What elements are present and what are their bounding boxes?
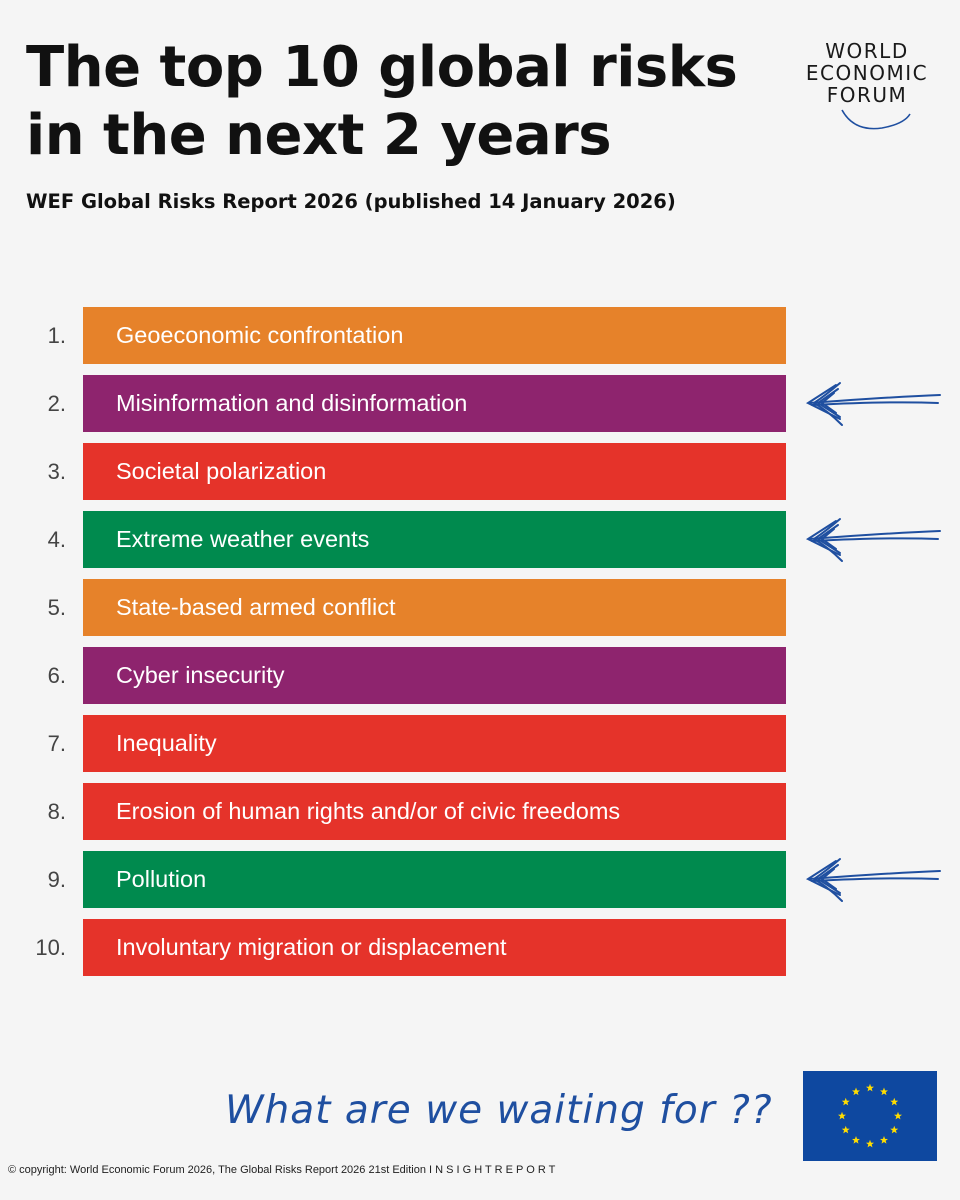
eu-star-icon (880, 1136, 888, 1144)
risk-bar: Geoeconomic confrontation (83, 307, 786, 364)
risk-bar: Pollution (83, 851, 786, 908)
eu-star-icon (866, 1139, 874, 1148)
risk-bar: Misinformation and disinformation (83, 375, 786, 432)
risk-row: 7. Inequality (0, 715, 800, 772)
eu-star-icon (841, 1125, 850, 1134)
eu-star-icon (841, 1097, 850, 1106)
risk-rank: 6. (47, 663, 66, 688)
title-line-2: in the next 2 years (26, 103, 612, 168)
risk-row: 5. State-based armed conflict (0, 579, 800, 636)
title-line-1: The top 10 global risks (26, 35, 738, 100)
eu-star-icon (894, 1111, 902, 1120)
logo-line-2: ECONOMIC (805, 61, 929, 85)
eu-star-icon (890, 1125, 899, 1134)
hand-drawn-arrow-icon (805, 518, 941, 562)
copyright-text: © copyright: World Economic Forum 2026, … (8, 1164, 556, 1176)
risk-row: 1. Geoeconomic confrontation (0, 307, 800, 364)
risk-rank: 5. (47, 595, 66, 620)
logo-line-3: FORUM (826, 83, 908, 107)
risk-row: 4. Extreme weather events (0, 511, 941, 568)
tagline: What are we waiting for ?? (225, 1088, 773, 1133)
risk-rank: 9. (47, 867, 66, 892)
risk-row: 3. Societal polarization (0, 443, 800, 500)
eu-flag-icon (803, 1071, 937, 1161)
risk-bar: Cyber insecurity (83, 647, 786, 704)
eu-star-icon (852, 1087, 860, 1096)
risk-row: 10. Involuntary migration or displacement (0, 919, 800, 976)
page-title: The top 10 global risks in the next 2 ye… (26, 34, 738, 170)
risk-rank: 4. (47, 527, 66, 552)
risk-rank: 8. (47, 799, 66, 824)
risk-rank: 3. (47, 459, 66, 484)
risk-bar: State-based armed conflict (83, 579, 786, 636)
risk-rank: 10. (35, 935, 66, 960)
risk-row: 8. Erosion of human rights and/or of civi… (0, 783, 800, 840)
risk-row: 9. Pollution (0, 851, 941, 908)
hand-drawn-arrow-icon (805, 382, 941, 426)
risk-rank: 2. (47, 391, 66, 416)
eu-star-icon (852, 1136, 860, 1144)
risk-rank: 1. (47, 323, 66, 348)
risk-bar: Societal polarization (83, 443, 786, 500)
risk-bar: Inequality (83, 715, 786, 772)
eu-star-icon (880, 1087, 888, 1096)
eu-star-icon (890, 1097, 899, 1106)
wef-logo: WORLD ECONOMIC FORUM (792, 40, 942, 135)
risk-bar: Erosion of human rights and/or of civic … (83, 783, 786, 840)
risk-row: 6. Cyber insecurity (0, 647, 800, 704)
page-subtitle: WEF Global Risks Report 2026 (published … (26, 190, 676, 213)
eu-star-icon (866, 1083, 874, 1092)
eu-star-icon (838, 1111, 846, 1120)
risk-bar: Involuntary migration or displacement (83, 919, 786, 976)
hand-drawn-arrow-icon (805, 858, 941, 902)
logo-line-1: WORLD (825, 39, 909, 63)
risk-bar: Extreme weather events (83, 511, 786, 568)
risk-rank: 7. (47, 731, 66, 756)
risk-row: 2. Misinformation and disinformation (0, 375, 941, 432)
logo-arc-icon (841, 109, 911, 130)
